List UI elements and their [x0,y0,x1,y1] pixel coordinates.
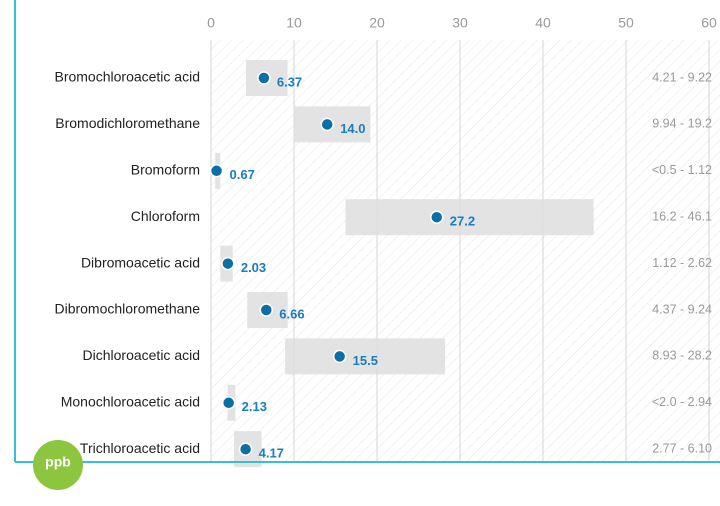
dot [257,71,271,85]
category-label: Dibromoacetic acid [81,254,200,270]
range-label: <0.5 - 1.12 [652,163,712,177]
x-tick-label: 40 [535,15,551,31]
value-label: 14.0 [340,121,365,136]
x-tick-label: 60 [701,15,717,31]
category-label: Dibromochloromethane [54,301,200,317]
x-tick-label: 10 [286,15,302,31]
value-label: 2.13 [242,399,267,414]
category-label: Chloroform [131,208,200,224]
x-tick-label: 0 [207,15,215,31]
unit-badge [33,440,83,490]
range-label: 8.93 - 28.2 [652,349,712,363]
value-label: 4.17 [259,446,284,461]
range-label: 16.2 - 46.1 [652,209,712,223]
unit-label: ppb [45,454,71,470]
range-label: 4.37 - 9.24 [652,302,712,316]
range-bar [345,199,594,236]
range-label: 9.94 - 19.2 [652,117,712,131]
dot [238,442,253,456]
range-label: <2.0 - 2.94 [652,395,712,409]
category-label: Bromoform [131,162,200,178]
category-label: Bromodichloromethane [55,115,200,131]
x-tick-label: 50 [618,15,634,31]
dot [259,303,274,317]
value-label: 0.67 [230,167,255,182]
category-label: Monochloroacetic acid [61,394,200,410]
value-label: 27.2 [450,214,475,229]
range-label: 1.12 - 2.62 [652,256,712,270]
value-label: 15.5 [353,353,378,368]
dot [221,396,236,410]
dot [332,349,347,364]
category-label: Bromochloroacetic acid [54,69,200,85]
dot [221,256,235,271]
value-label: 2.03 [241,260,266,275]
value-label: 6.37 [277,74,302,89]
range-label: 4.21 - 9.22 [652,70,712,84]
category-label: Dichloroacetic acid [83,347,201,363]
dot [320,117,334,132]
range-bar [285,338,446,375]
dot [209,164,224,178]
category-label: Trichloroacetic acid [80,440,200,456]
plot-background [211,40,720,462]
value-label: 6.66 [279,306,304,321]
x-tick-label: 20 [369,15,385,31]
dot [430,210,444,224]
range-label: 2.77 - 6.10 [652,441,712,455]
x-tick-label: 30 [452,15,468,31]
